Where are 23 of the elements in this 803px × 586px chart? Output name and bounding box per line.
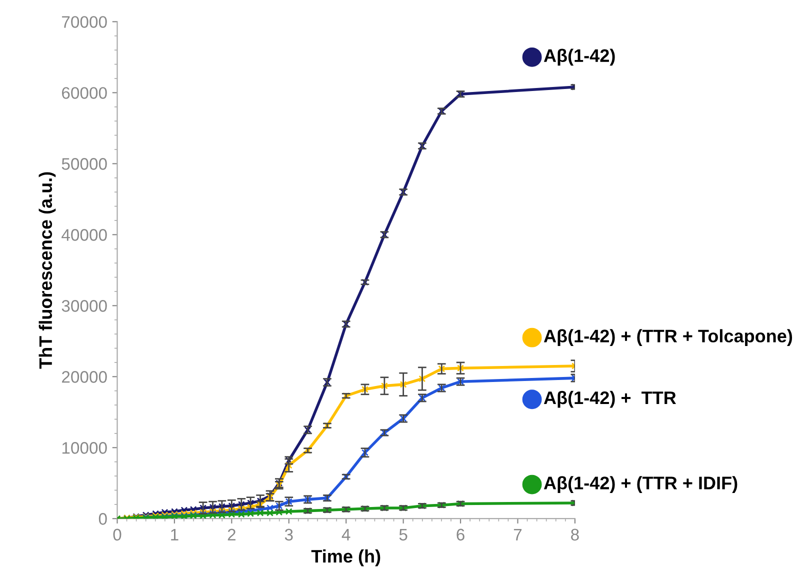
x-axis-title: Time (h) — [311, 549, 380, 566]
legend-label: Aβ(1-42) + (TTR + Tolcapone) — [544, 329, 792, 346]
x-tick-label: 7 — [514, 528, 522, 540]
y-axis-title: ThT fluorescence (a.u.) — [38, 172, 56, 369]
y-tick-label: 20000 — [62, 371, 107, 383]
legend-label: Aβ(1-42) + TTR — [544, 390, 676, 408]
x-tick-label: 4 — [342, 528, 350, 540]
x-tick-label: 2 — [228, 528, 236, 540]
y-tick-label: 50000 — [62, 158, 107, 170]
y-tick-label: 0 — [98, 513, 107, 525]
y-tick-label: 30000 — [62, 300, 107, 312]
y-tick-label: 10000 — [62, 442, 107, 454]
x-tick-label: 1 — [171, 528, 178, 540]
y-tick-label: 40000 — [62, 229, 107, 241]
legend-label: Aβ(1-42) + (TTR + IDIF) — [544, 476, 738, 493]
y-tick-label: 70000 — [62, 16, 107, 28]
x-tick-label: 0 — [113, 528, 122, 541]
x-tick-label: 6 — [456, 528, 464, 541]
legend-label: Aβ(1-42) — [544, 48, 615, 66]
x-tick-label: 3 — [284, 528, 293, 541]
y-tick-label: 60000 — [62, 87, 107, 99]
x-tick-label: 8 — [571, 528, 579, 541]
x-tick-label: 5 — [399, 528, 408, 541]
